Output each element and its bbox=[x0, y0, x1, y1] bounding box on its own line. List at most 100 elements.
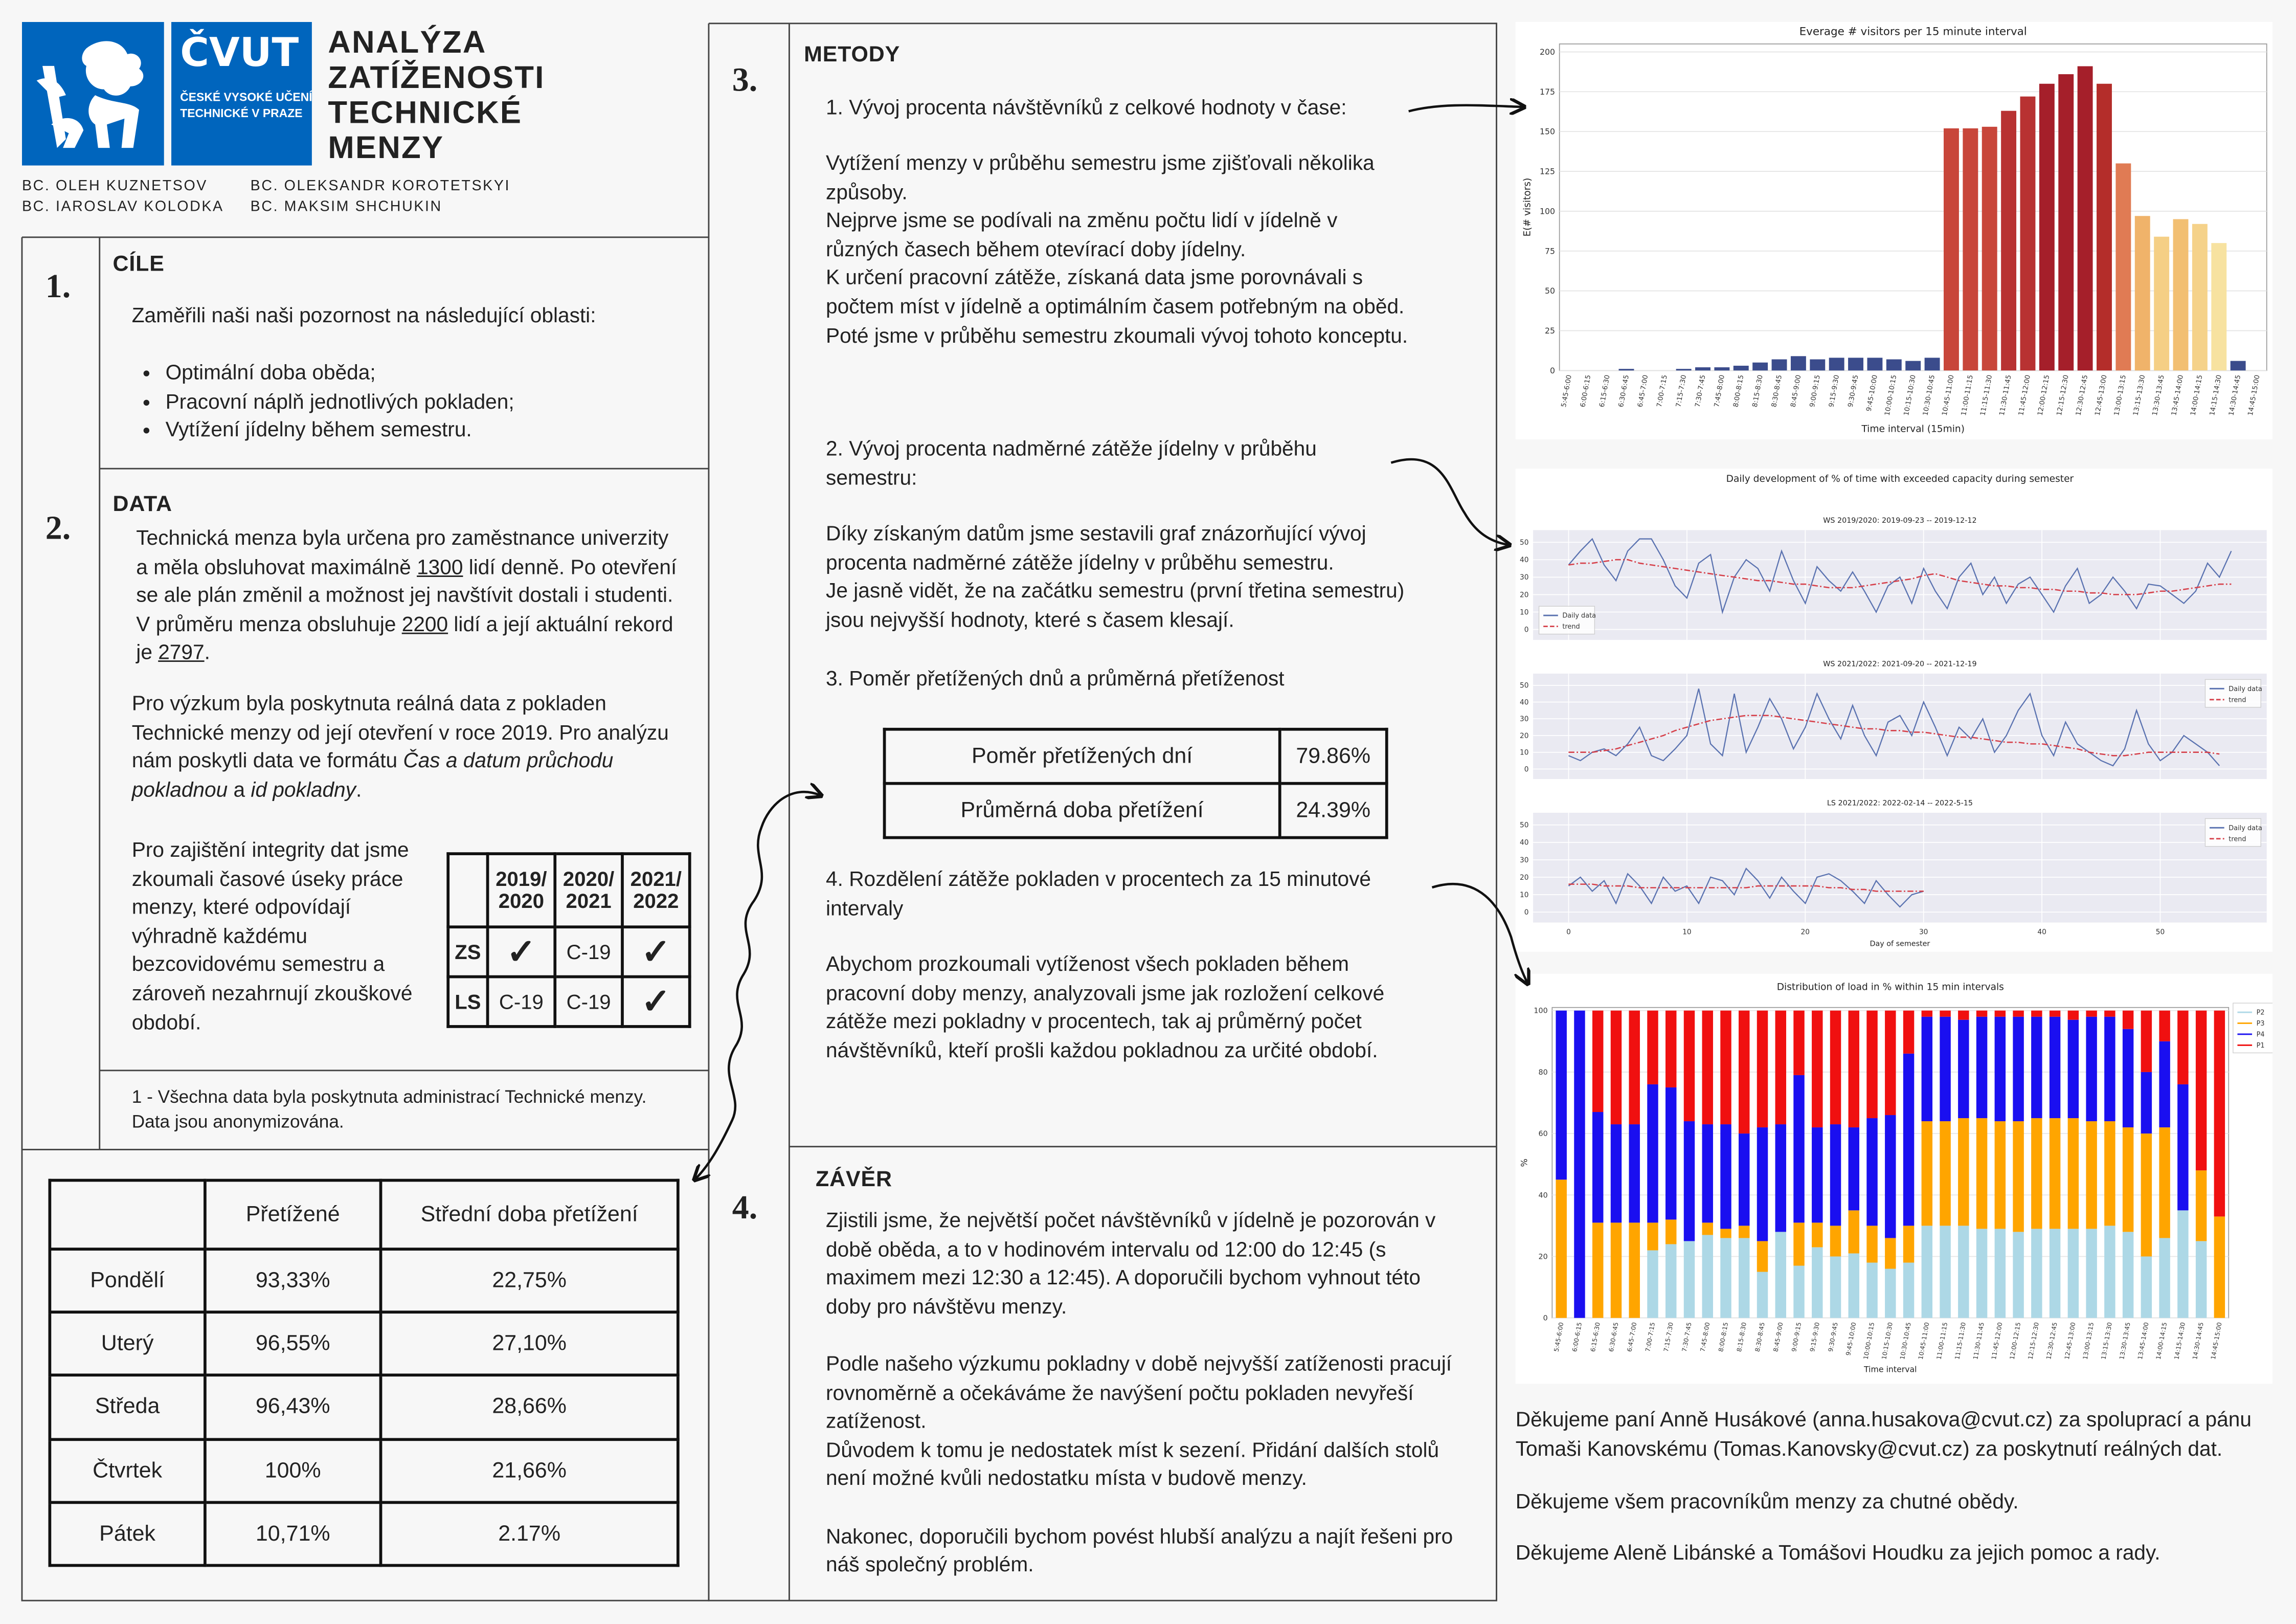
x-tick-label: 6:45-7:00 bbox=[1626, 1322, 1638, 1352]
bar-segment bbox=[2049, 1016, 2061, 1119]
series-line bbox=[1568, 688, 2220, 767]
bar-segment bbox=[1683, 1121, 1695, 1241]
bar-segment bbox=[2195, 1010, 2207, 1171]
table-corner bbox=[48, 1178, 207, 1251]
bar-segment bbox=[2067, 1229, 2079, 1318]
legend-label: P4 bbox=[2257, 1031, 2265, 1038]
table-cell: 28,66% bbox=[379, 1374, 680, 1440]
bar-segment bbox=[1976, 1118, 1988, 1229]
bar-segment bbox=[1610, 1124, 1622, 1223]
bar-segment bbox=[1921, 1016, 1933, 1122]
panel-title: LS 2021/2022: 2022-02-14 -- 2022-5-15 bbox=[1827, 799, 1973, 808]
x-tick-label: 9:30-9:45 bbox=[1827, 1322, 1839, 1352]
paragraph-group: Nakonec, doporučili bychom povést hlubší… bbox=[826, 1524, 1463, 1581]
bar-segment bbox=[1994, 1016, 2006, 1122]
x-tick-label: 12:15-12:30 bbox=[2056, 374, 2070, 416]
column-header: Střední doba přetížení bbox=[379, 1178, 680, 1251]
legend-box bbox=[2204, 818, 2261, 847]
bar bbox=[1886, 359, 1902, 371]
bar-segment bbox=[1610, 1222, 1622, 1318]
italic-run: id pokladny bbox=[251, 778, 356, 803]
x-tick-label: 9:15-9:30 bbox=[1828, 374, 1841, 408]
logo: ČVUT bbox=[21, 21, 312, 166]
bar bbox=[2192, 224, 2208, 371]
table-cell: C-19 bbox=[486, 975, 557, 1028]
bar-segment bbox=[1574, 1010, 1585, 1318]
bar-segment bbox=[2159, 1238, 2170, 1318]
x-tick-label: 11:00-11:15 bbox=[1935, 1322, 1949, 1360]
bar bbox=[2097, 83, 2112, 371]
method-text: Abychom prozkoumali vytíženost všech pok… bbox=[826, 953, 1385, 1063]
bar-segment bbox=[1647, 1250, 1658, 1318]
bar bbox=[1771, 359, 1787, 371]
bar-segment bbox=[2122, 1029, 2134, 1128]
underlined-number: 2200 bbox=[401, 613, 448, 637]
bar-segment bbox=[1848, 1010, 1860, 1128]
bar-segment bbox=[2141, 1072, 2152, 1134]
acknowledgements: Děkujeme paní Anně Husákové (anna.husako… bbox=[1516, 1407, 2277, 1591]
x-tick-label: 11:45-12:00 bbox=[1990, 1322, 2004, 1360]
y-tick-label: 25 bbox=[1545, 326, 1555, 336]
bar-segment bbox=[1994, 1229, 2006, 1318]
bar-segment bbox=[1866, 1262, 1878, 1318]
table-cell: 93,33% bbox=[204, 1248, 382, 1314]
paragraph: Je jasně vidět, že na začátku semestru (… bbox=[826, 580, 1405, 633]
y-tick-label: 10 bbox=[1520, 608, 1528, 616]
table-row: Pondělí 93,33% 22,75% bbox=[48, 1248, 680, 1314]
x-tick-label: 7:30-7:45 bbox=[1681, 1322, 1693, 1352]
method-title: 4. Rozdělení zátěže pokladen v procentec… bbox=[826, 868, 1371, 921]
table-cell: Průměrná doba přetížení bbox=[883, 782, 1281, 839]
x-axis-label: Day of semester bbox=[1870, 940, 1930, 948]
bar-segment bbox=[2013, 1010, 2024, 1017]
bar bbox=[1618, 369, 1634, 371]
bar-segment bbox=[1994, 1010, 2006, 1017]
section-number: 1. bbox=[45, 268, 71, 305]
table-header-row: 2019/ 2020 2020/ 2021 2021/ 2022 bbox=[446, 852, 691, 929]
legend-label: trend bbox=[2229, 696, 2246, 704]
row-header: ZS bbox=[446, 925, 489, 978]
data-paragraph: Pro výzkum byla poskytnuta reálná data z… bbox=[132, 691, 681, 806]
author: BC. MAKSIM SHCHUKIN bbox=[250, 199, 442, 215]
x-tick-label: 14:45-15:00 bbox=[2247, 374, 2262, 416]
bar-segment bbox=[2049, 1118, 2061, 1229]
table-cell: 24.39% bbox=[1278, 782, 1388, 839]
x-axis-label: Time interval (15min) bbox=[1861, 424, 1965, 435]
bar-segment bbox=[2031, 1016, 2042, 1119]
bar-segment bbox=[2067, 1019, 2079, 1119]
table-row: Průměrná doba přetížení 24.39% bbox=[883, 782, 1388, 839]
table-cell: 96,55% bbox=[204, 1310, 382, 1377]
x-tick-label: 6:15-6:30 bbox=[1599, 374, 1612, 408]
bar-segment bbox=[1720, 1010, 1731, 1125]
weekday-table: Přetížené Střední doba přetížení Pondělí 93… bbox=[48, 1178, 680, 1567]
bar bbox=[1905, 361, 1921, 371]
bar-segment bbox=[1958, 1118, 1969, 1226]
bar bbox=[1676, 369, 1692, 371]
bar-segment bbox=[1629, 1124, 1640, 1223]
table-cell: 22,75% bbox=[379, 1248, 680, 1314]
bar bbox=[2001, 110, 2017, 371]
bar-segment bbox=[2031, 1229, 2042, 1318]
conclusion-text: Zjistili jsme, že největší počet návštěv… bbox=[826, 1208, 1463, 1610]
y-axis-label: % bbox=[1520, 1159, 1530, 1167]
paragraph: Poté jsme v průběhu semestru zkoumali vý… bbox=[826, 324, 1408, 348]
x-tick-label: 13:15-13:30 bbox=[2132, 374, 2147, 416]
table-corner bbox=[446, 852, 489, 929]
table-cell: 21,66% bbox=[379, 1437, 680, 1504]
bar-segment bbox=[1976, 1010, 1988, 1017]
x-tick-label: 11:00-11:15 bbox=[1960, 374, 1975, 416]
footnote: 1 - Všechna data byla poskytnuta adminis… bbox=[131, 1086, 647, 1132]
bar-segment bbox=[1592, 1112, 1604, 1223]
y-tick-label: 20 bbox=[1539, 1253, 1548, 1261]
text-run: Technická menza byla určena pro zaměstna… bbox=[136, 527, 669, 580]
bar-segment bbox=[2177, 1084, 2189, 1211]
legend-label: P3 bbox=[2257, 1020, 2265, 1028]
bar-segment bbox=[2086, 1016, 2097, 1122]
logo-subtitle: ČESKÉ VYSOKÉ UČENÍ TECHNICKÉ V PRAZE bbox=[180, 91, 312, 120]
table-cell: Pondělí bbox=[48, 1248, 207, 1314]
bar-segment bbox=[2141, 1010, 2152, 1072]
bar-segment bbox=[2086, 1121, 2097, 1229]
plot-area bbox=[1533, 530, 2267, 640]
x-tick-label: 13:45-14:00 bbox=[2136, 1322, 2150, 1360]
x-tick-label: 6:15-6:30 bbox=[1589, 1322, 1602, 1352]
panel-title: WS 2019/2020: 2019-09-23 -- 2019-12-12 bbox=[1823, 517, 1976, 525]
